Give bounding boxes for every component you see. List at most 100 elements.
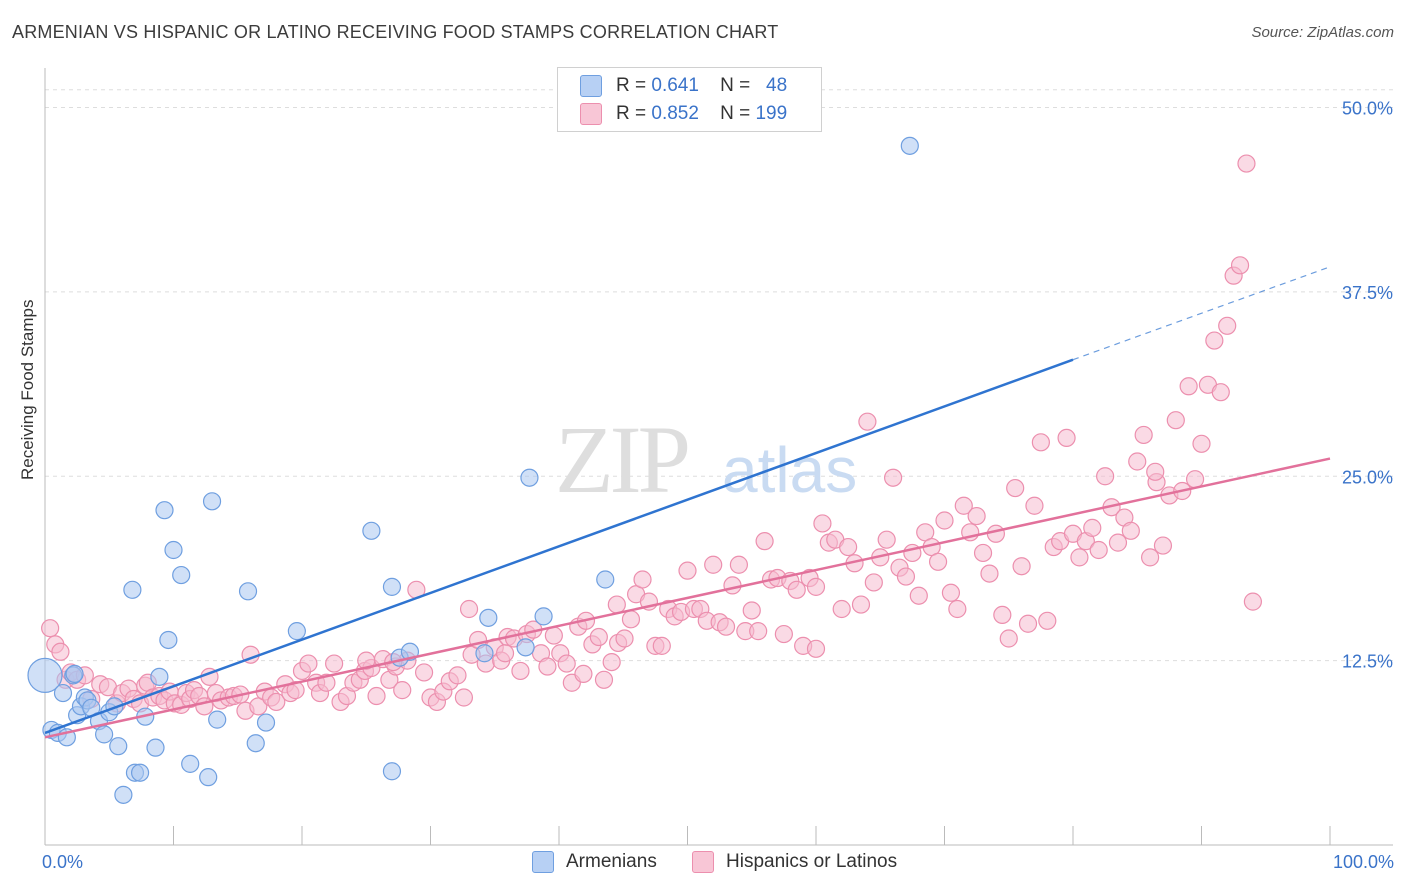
hispanic-point: [51, 642, 70, 661]
hispanic-point: [858, 412, 877, 431]
armenian-point: [199, 768, 218, 787]
hispanic-point: [716, 617, 736, 636]
hispanic-point: [1185, 470, 1205, 489]
hispanic-point: [787, 580, 806, 599]
r-label: R =: [616, 75, 647, 96]
hispanic-point: [1057, 428, 1076, 447]
hispanic-point: [851, 595, 871, 614]
armenian-point: [53, 683, 73, 703]
hispanic-point: [954, 496, 973, 515]
hispanic-point: [967, 506, 986, 526]
hispanic-point: [1134, 425, 1153, 445]
hispanic-point: [999, 629, 1018, 648]
hispanic-point: [774, 624, 793, 644]
armenian-point: [208, 710, 227, 729]
trend-lines: [44, 266, 1331, 739]
armenian-point: [123, 580, 142, 599]
hispanic-point: [806, 639, 826, 658]
armenian-trend-extension: [1072, 266, 1331, 361]
hispanic-point: [1083, 518, 1102, 537]
hispanic-point: [1006, 478, 1025, 498]
hispanic-point: [602, 652, 621, 672]
armenian-point: [105, 697, 124, 716]
hispanic-point: [1237, 154, 1256, 173]
hispanic-point: [393, 681, 412, 700]
legend-label-hispanics: Hispanics or Latinos: [726, 851, 898, 872]
y-tick-label: 12.5%: [1342, 652, 1393, 672]
hispanic-point: [723, 576, 742, 595]
armenian-point: [516, 638, 535, 657]
chart-title: ARMENIAN VS HISPANIC OR LATINO RECEIVING…: [12, 22, 779, 42]
hispanic-point: [896, 567, 916, 586]
armenian-point: [246, 734, 265, 753]
hispanic-point: [357, 651, 376, 670]
hispanic-point: [1205, 331, 1224, 350]
hispanic-point: [448, 666, 467, 685]
hispanic-point: [678, 561, 697, 580]
hispanic-point: [1218, 316, 1237, 335]
armenian-point: [95, 725, 114, 744]
hispanic-point: [459, 599, 479, 619]
watermark: ZIP atlas: [555, 406, 857, 513]
armenian-point: [181, 754, 200, 773]
stats-legend: R = 0.641 N = 48 R = 0.852 N = 199: [557, 67, 822, 132]
hispanic-point: [511, 661, 530, 681]
legend-label-armenians: Armenians: [566, 851, 657, 872]
y-tick-labels: 12.5% 25.0% 37.5% 50.0%: [1342, 99, 1393, 672]
armenian-point: [382, 577, 402, 596]
hispanic-point: [538, 657, 557, 676]
hispanic-point: [1012, 557, 1031, 576]
armenian-point: [65, 664, 84, 684]
hispanic-point: [1211, 383, 1230, 402]
hispanic-point: [980, 564, 999, 583]
hispanic-point: [877, 530, 896, 549]
hispanic-point: [806, 577, 826, 596]
hispanic-point: [1121, 521, 1140, 540]
hispanic-swatch: [580, 103, 602, 125]
r-value-hispanics: 0.852: [651, 103, 699, 124]
armenian-point: [159, 630, 178, 650]
legend-row-armenians: R = 0.641 N = 48: [580, 73, 787, 99]
hispanic-point: [1179, 377, 1198, 396]
hispanic-point: [928, 552, 948, 571]
armenian-point: [362, 521, 381, 540]
hispanic-point: [1018, 614, 1038, 633]
hispanic-point: [1031, 433, 1050, 452]
n-value-hispanics: 199: [755, 103, 788, 124]
watermark-zip: ZIP: [555, 406, 688, 513]
armenian-point: [27, 657, 63, 693]
legend-item-armenians[interactable]: Armenians: [532, 851, 657, 873]
hispanic-point: [1146, 462, 1165, 481]
hispanic-point: [1089, 540, 1108, 560]
armenian-point: [287, 622, 306, 641]
armenian-point: [900, 136, 919, 155]
legend-item-hispanics[interactable]: Hispanics or Latinos: [692, 851, 897, 873]
hispanic-point: [589, 627, 608, 647]
hispanic-point: [973, 543, 993, 563]
hispanic-point: [652, 636, 671, 655]
armenian-point: [475, 644, 494, 663]
hispanic-point: [544, 626, 563, 645]
hispanic-point: [633, 570, 652, 589]
n-value-armenians: 48: [766, 75, 788, 96]
hispanic-point: [1096, 467, 1115, 486]
armenian-point: [146, 738, 165, 757]
hispanic-point: [1192, 434, 1211, 453]
r-value-armenians: 0.641: [651, 75, 699, 96]
grid-lines: [45, 89, 1393, 662]
series-legend: Armenians Hispanics or Latinos: [0, 851, 1406, 879]
armenian-point: [130, 763, 150, 782]
hispanic-point: [574, 664, 593, 684]
hispanic-point: [299, 654, 318, 673]
hispanic-point: [594, 670, 614, 689]
hispanic-point: [615, 629, 634, 648]
hispanic-point: [454, 688, 474, 707]
hispanic-point: [935, 511, 954, 530]
hispanic-point: [621, 610, 641, 629]
hispanic-trend-line: [44, 457, 1331, 739]
hispanic-point: [1166, 411, 1185, 430]
armenian-point: [114, 785, 133, 804]
y-tick-label: 25.0%: [1342, 467, 1393, 487]
armenian-point: [164, 540, 183, 560]
hispanic-point: [1128, 452, 1147, 471]
